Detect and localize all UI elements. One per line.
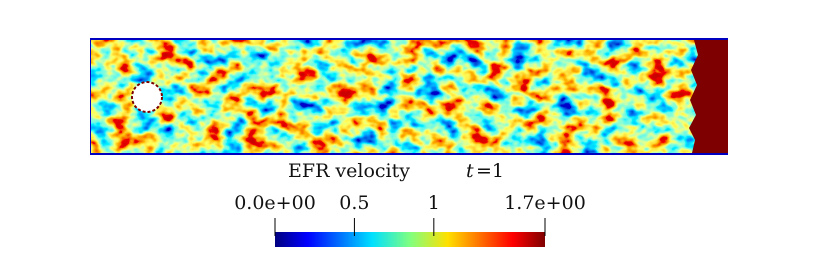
velocity-field [91, 40, 727, 153]
plot-title: EFR velocity [288, 160, 410, 182]
colorbar-tick-label: 1 [428, 192, 440, 214]
cylinder [131, 81, 163, 113]
colorbar-tick-label: 0.0e+00 [234, 192, 316, 214]
time-symbol: t [466, 160, 474, 182]
outflow-region [689, 40, 728, 153]
colorbar-tick-label: 1.7e+00 [504, 192, 586, 214]
colorbar: 0.0e+00 0.5 1 1.7e+00 [234, 192, 586, 247]
colorbar-tick-label: 0.5 [339, 192, 369, 214]
time-value: =1 [476, 160, 504, 182]
colorbar-gradient [275, 232, 545, 247]
